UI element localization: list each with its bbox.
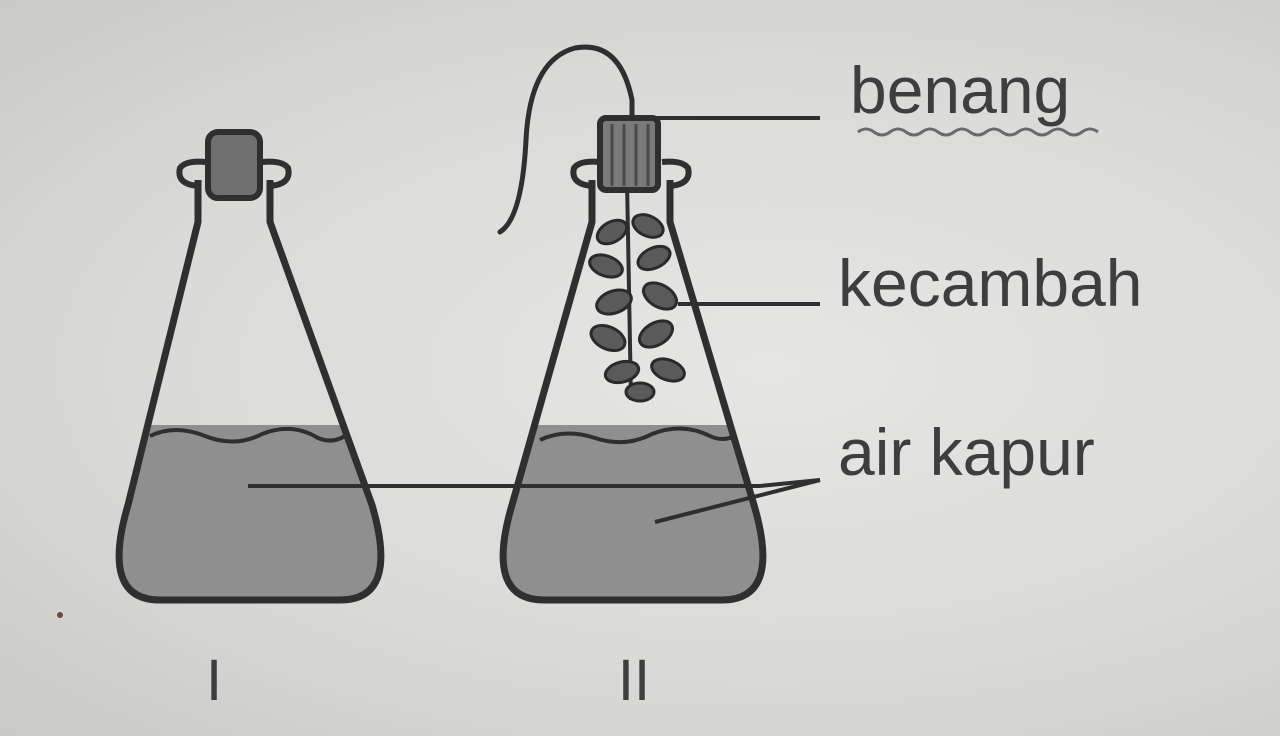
flask-2-liquid-surface: [539, 426, 736, 445]
limewater-pointer-2: [654, 478, 821, 524]
flask-1: [115, 129, 385, 604]
thread-label: benang: [850, 53, 1070, 127]
flask-2-liquid: [503, 425, 763, 600]
flask-1-stopper: [205, 129, 263, 201]
flask-2-lip: [570, 158, 692, 189]
thread-icon: [497, 44, 635, 235]
limewater-label: air kapur: [838, 415, 1095, 489]
flask-2-body: [499, 180, 767, 604]
thread-label-underline: [857, 127, 1099, 137]
flask-2-numeral: II: [618, 648, 650, 713]
flask-1-liquid-surface: [149, 426, 347, 444]
flask-1-numeral: I: [206, 648, 222, 713]
limewater-pointer-join: [759, 478, 821, 488]
flask-2: [497, 44, 767, 604]
stray-dot: [57, 612, 63, 618]
flask-1-body: [115, 180, 385, 604]
flask-1-lip: [176, 158, 292, 189]
flask-2-stopper: [597, 115, 661, 193]
flask-1-liquid: [119, 425, 381, 600]
callout-lines: [248, 116, 821, 524]
sprouts-icon: [588, 213, 686, 403]
sprouts-label: kecambah: [838, 246, 1143, 320]
